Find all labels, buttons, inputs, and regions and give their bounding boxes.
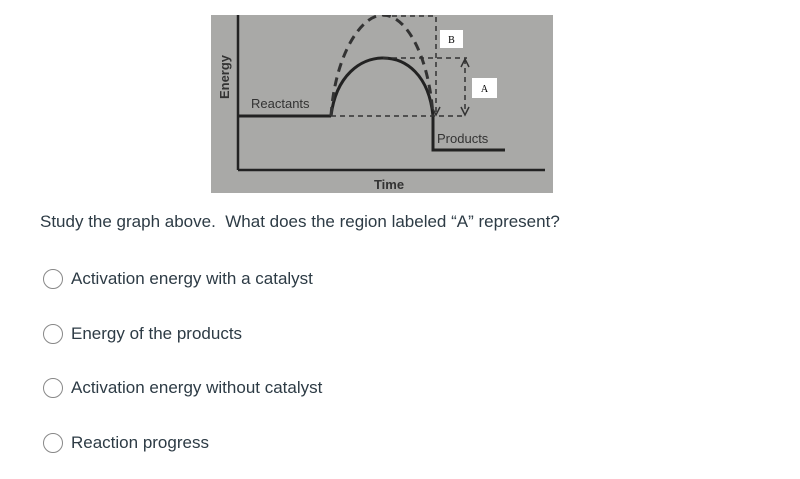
radio-button[interactable] xyxy=(43,378,63,398)
option-label[interactable]: Activation energy with a catalyst xyxy=(71,269,313,288)
reactants-label: Reactants xyxy=(251,96,310,111)
answer-option[interactable]: Reaction progress xyxy=(43,433,209,453)
arrowhead xyxy=(460,57,470,117)
products-label: Products xyxy=(437,131,489,146)
answer-option[interactable]: Activation energy with a catalyst xyxy=(43,269,313,289)
question: Study the graph above. What does the reg… xyxy=(40,212,560,231)
region-a-label: A xyxy=(481,84,489,95)
energy-diagram: Energy Reactants Products Time B A xyxy=(211,15,553,193)
x-axis-label: Time xyxy=(374,177,404,192)
image-background xyxy=(211,15,553,193)
radio-button[interactable] xyxy=(43,324,63,344)
y-axis-label: Energy xyxy=(217,54,232,99)
answer-option[interactable]: Activation energy without catalyst xyxy=(43,378,322,398)
answer-option[interactable]: Energy of the products xyxy=(43,324,242,344)
radio-button[interactable] xyxy=(43,269,63,289)
radio-button[interactable] xyxy=(43,433,63,453)
label-box xyxy=(472,78,497,98)
option-label[interactable]: Activation energy without catalyst xyxy=(71,378,323,397)
region-b-label: B xyxy=(448,35,455,46)
label-box xyxy=(440,30,463,48)
arrowhead xyxy=(431,106,441,117)
uncatalyzed-curve xyxy=(329,15,435,117)
option-label[interactable]: Reaction progress xyxy=(71,433,209,452)
option-label[interactable]: Energy of the products xyxy=(71,324,243,343)
